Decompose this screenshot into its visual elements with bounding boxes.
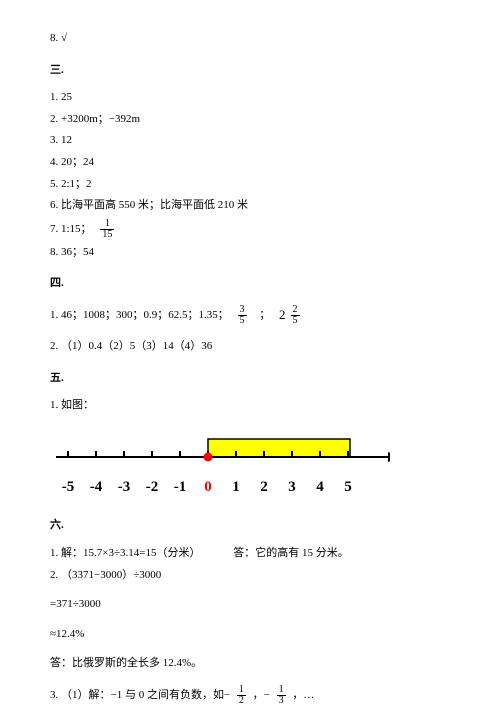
section-6-header: 六. bbox=[50, 517, 450, 535]
axis-label: 4 bbox=[306, 475, 334, 499]
s3-item4: 4. 20；24 bbox=[50, 154, 450, 172]
s4-item1: 1. 46；1008；300；0.9；62.5；1.35； 3 5 ； 2 2 … bbox=[50, 305, 450, 326]
s3-item8: 8. 36；54 bbox=[50, 244, 450, 262]
s6-line6-prefix: 3. （1）解：−1 与 0 之间有负数，如− bbox=[50, 689, 230, 701]
fraction-1-2: 1 2 bbox=[237, 685, 246, 706]
s6-mid: ，− bbox=[253, 689, 270, 701]
colon-sep: ； bbox=[259, 309, 270, 321]
frac-den: 5 bbox=[238, 316, 247, 326]
s6-line4: ≈12.4% bbox=[50, 626, 450, 644]
fraction-1-3: 1 3 bbox=[277, 685, 286, 706]
s3-item5: 5. 2:1；2 bbox=[50, 176, 450, 194]
s3-item3: 3. 12 bbox=[50, 132, 450, 150]
s3-item7-prefix: 7. 1:15； bbox=[50, 223, 92, 235]
s6-line2: 2. （3371−3000）÷3000 bbox=[50, 567, 450, 585]
number-line-labels: -5-4-3-2-1012345 bbox=[54, 475, 450, 499]
s3-item2: 2. +3200m；−392m bbox=[50, 111, 450, 129]
axis-label: -5 bbox=[54, 475, 82, 499]
frac-den: 15 bbox=[100, 230, 114, 240]
fraction-1-15: 1 15 bbox=[100, 219, 114, 240]
axis-label: 0 bbox=[194, 475, 222, 499]
mixed-frac: 2 5 bbox=[291, 305, 300, 326]
number-line-figure: -5-4-3-2-1012345 bbox=[50, 429, 450, 500]
mixed-2-2-5: 2 2 5 bbox=[279, 305, 304, 326]
s6-suffix: ，… bbox=[292, 689, 314, 701]
frac-den: 5 bbox=[291, 316, 300, 326]
section-5-header: 五. bbox=[50, 370, 450, 388]
frac-den: 2 bbox=[237, 696, 246, 706]
mixed-whole: 2 bbox=[279, 305, 286, 326]
frac-den: 3 bbox=[277, 696, 286, 706]
axis-label: -2 bbox=[138, 475, 166, 499]
axis-label: -1 bbox=[166, 475, 194, 499]
s4-item2: 2. （1）0.4（2）5（3）14（4）36 bbox=[50, 338, 450, 356]
s6-line1b: 答：它的高有 15 分米。 bbox=[233, 547, 349, 559]
item-8-check: 8. √ bbox=[50, 30, 450, 48]
fraction-3-5: 3 5 bbox=[238, 305, 247, 326]
s6-line5: 答：比俄罗斯的全长多 12.4%。 bbox=[50, 655, 450, 673]
s4-item1-prefix: 1. 46；1008；300；0.9；62.5；1.35； bbox=[50, 309, 229, 321]
s6-line6: 3. （1）解：−1 与 0 之间有负数，如− 1 2 ，− 1 3 ，… bbox=[50, 685, 450, 706]
s6-line3: =371÷3000 bbox=[50, 596, 450, 614]
s3-item7: 7. 1:15； 1 15 bbox=[50, 219, 450, 240]
s3-item6: 6. 比海平面高 550 米；比海平面低 210 米 bbox=[50, 197, 450, 215]
s3-item1: 1. 25 bbox=[50, 89, 450, 107]
axis-label: -4 bbox=[82, 475, 110, 499]
number-line-svg bbox=[50, 429, 390, 469]
axis-label: 2 bbox=[250, 475, 278, 499]
section-3-header: 三. bbox=[50, 62, 450, 80]
section-4-header: 四. bbox=[50, 275, 450, 293]
s5-item1: 1. 如图： bbox=[50, 397, 450, 415]
s6-line1: 1. 解：15.7×3÷3.14=15（分米） 答：它的高有 15 分米。 bbox=[50, 545, 450, 563]
axis-label: -3 bbox=[110, 475, 138, 499]
axis-label: 3 bbox=[278, 475, 306, 499]
axis-label: 5 bbox=[334, 475, 362, 499]
s6-line1a: 1. 解：15.7×3÷3.14=15（分米） bbox=[50, 547, 200, 559]
axis-label: 1 bbox=[222, 475, 250, 499]
